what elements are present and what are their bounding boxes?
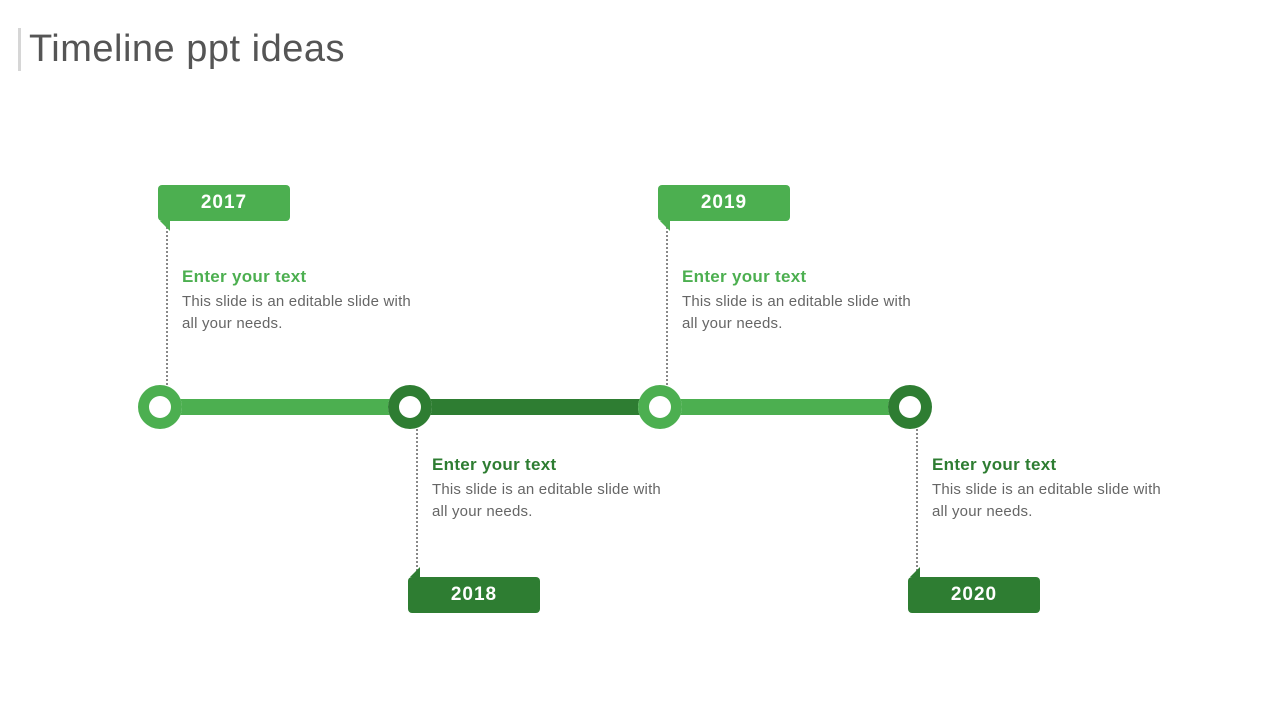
timeline-item-text: Enter your text This slide is an editable… [432, 455, 662, 523]
timeline-item-text: Enter your text This slide is an editable… [682, 267, 912, 335]
timeline-node [388, 385, 432, 429]
timeline-item-text: Enter your text This slide is an editable… [182, 267, 412, 335]
timeline-node [138, 385, 182, 429]
timeline-node [888, 385, 932, 429]
year-tail [160, 221, 170, 231]
connector-line [666, 215, 668, 385]
item-heading: Enter your text [182, 267, 412, 287]
year-tail [410, 567, 420, 577]
page-title: Timeline ppt ideas [18, 28, 345, 71]
connector-line [166, 215, 168, 385]
item-body: This slide is an editable slide with all… [932, 479, 1162, 523]
year-label: 2017 [158, 185, 290, 221]
year-tail [660, 221, 670, 231]
timeline-node [638, 385, 682, 429]
timeline-segment [660, 399, 910, 415]
year-text: 2019 [701, 192, 747, 214]
item-heading: Enter your text [432, 455, 662, 475]
year-text: 2018 [451, 584, 497, 606]
year-text: 2020 [951, 584, 997, 606]
year-text: 2017 [201, 192, 247, 214]
item-body: This slide is an editable slide with all… [682, 291, 912, 335]
item-body: This slide is an editable slide with all… [182, 291, 412, 335]
year-label: 2018 [408, 577, 540, 613]
year-label: 2020 [908, 577, 1040, 613]
year-label: 2019 [658, 185, 790, 221]
timeline-segment [410, 399, 660, 415]
year-tail [910, 567, 920, 577]
item-body: This slide is an editable slide with all… [432, 479, 662, 523]
timeline-segment [160, 399, 410, 415]
timeline-item-text: Enter your text This slide is an editable… [932, 455, 1162, 523]
item-heading: Enter your text [932, 455, 1162, 475]
item-heading: Enter your text [682, 267, 912, 287]
slide: Timeline ppt ideas 2017 Enter your text Th… [0, 0, 1280, 720]
